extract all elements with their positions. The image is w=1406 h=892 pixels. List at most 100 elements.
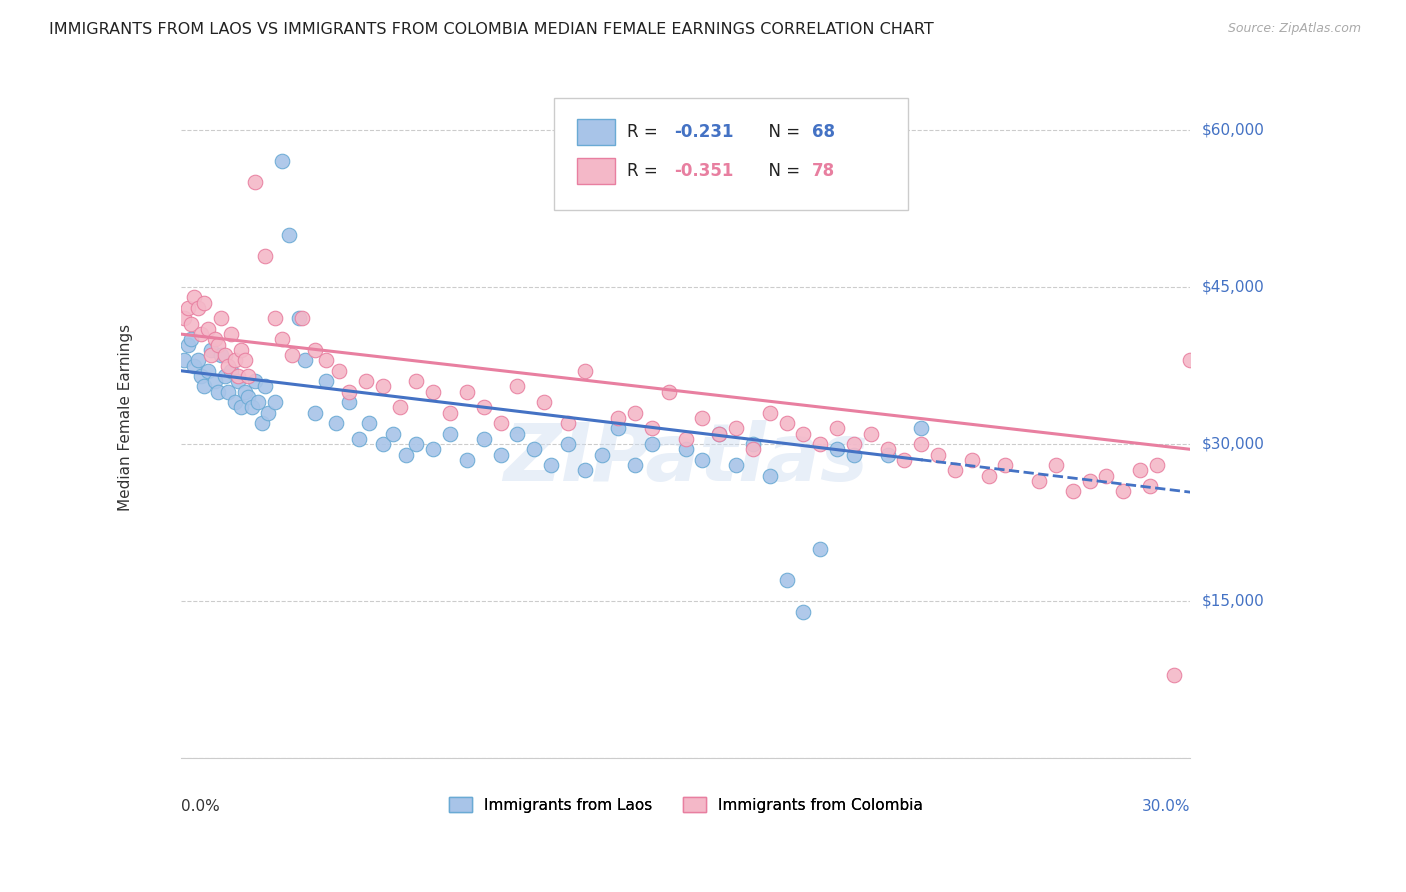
Point [725,458,748,472]
Text: R =: R = [627,162,664,180]
Point [742,437,765,451]
Point [187,301,209,315]
Point [808,541,831,556]
Point [217,359,239,373]
Point [200,348,222,362]
Text: ZIPatlas: ZIPatlas [503,420,868,498]
Point [354,374,377,388]
Point [624,458,647,472]
Text: $45,000: $45,000 [1202,279,1264,294]
Text: N =: N = [758,123,806,141]
Point [943,463,966,477]
Point [439,426,461,441]
Point [209,348,232,362]
Point [347,432,370,446]
Point [291,311,314,326]
Point [328,364,350,378]
Text: Source: ZipAtlas.com: Source: ZipAtlas.com [1227,22,1361,36]
Point [692,452,714,467]
Point [709,426,731,441]
Point [825,442,848,457]
Text: Median Female Earnings: Median Female Earnings [118,325,132,511]
Point [533,395,555,409]
Point [1078,474,1101,488]
Point [405,437,427,451]
Point [842,448,865,462]
Point [1139,479,1161,493]
Point [180,332,202,346]
Point [226,374,249,388]
Point [187,353,209,368]
Point [489,448,512,462]
Point [226,369,249,384]
Text: N =: N = [758,162,806,180]
Point [270,332,292,346]
Point [759,406,782,420]
Text: 68: 68 [811,123,835,141]
Point [176,301,198,315]
Point [574,364,596,378]
Point [224,353,246,368]
Point [214,369,236,384]
Point [183,359,205,373]
Point [725,421,748,435]
Point [472,401,495,415]
Point [183,290,205,304]
Point [439,406,461,420]
Point [337,395,360,409]
Legend: Immigrants from Laos, Immigrants from Colombia: Immigrants from Laos, Immigrants from Co… [443,790,929,819]
Point [422,442,444,457]
Point [607,410,630,425]
Point [557,437,579,451]
Point [243,374,266,388]
FancyBboxPatch shape [554,98,908,211]
Point [264,395,287,409]
Point [221,364,243,378]
Point [675,442,697,457]
Point [395,448,418,462]
Point [221,327,243,342]
Point [1062,484,1084,499]
Point [759,468,782,483]
Point [641,437,664,451]
Point [1028,474,1050,488]
Point [742,442,765,457]
Point [381,426,404,441]
Point [231,401,253,415]
Point [204,374,226,388]
Point [472,432,495,446]
Point [1146,458,1168,472]
Point [257,406,280,420]
Text: R =: R = [627,123,664,141]
Point [388,401,411,415]
Point [977,468,1000,483]
Point [994,458,1017,472]
Point [337,384,360,399]
Point [217,384,239,399]
FancyBboxPatch shape [576,119,614,145]
Point [876,442,898,457]
Point [641,421,664,435]
Point [176,337,198,351]
Text: $60,000: $60,000 [1202,122,1264,137]
Point [405,374,427,388]
Point [250,416,273,430]
Point [315,374,337,388]
Point [1112,484,1135,499]
Point [658,384,681,399]
Point [371,379,394,393]
Text: 30.0%: 30.0% [1142,799,1191,814]
Point [233,384,256,399]
Point [253,379,276,393]
Point [209,311,232,326]
Point [574,463,596,477]
Point [523,442,546,457]
Point [960,452,983,467]
Point [456,384,478,399]
Text: -0.351: -0.351 [675,162,734,180]
Point [792,426,814,441]
Point [775,416,797,430]
Point [876,448,898,462]
Point [190,327,212,342]
Point [808,437,831,451]
